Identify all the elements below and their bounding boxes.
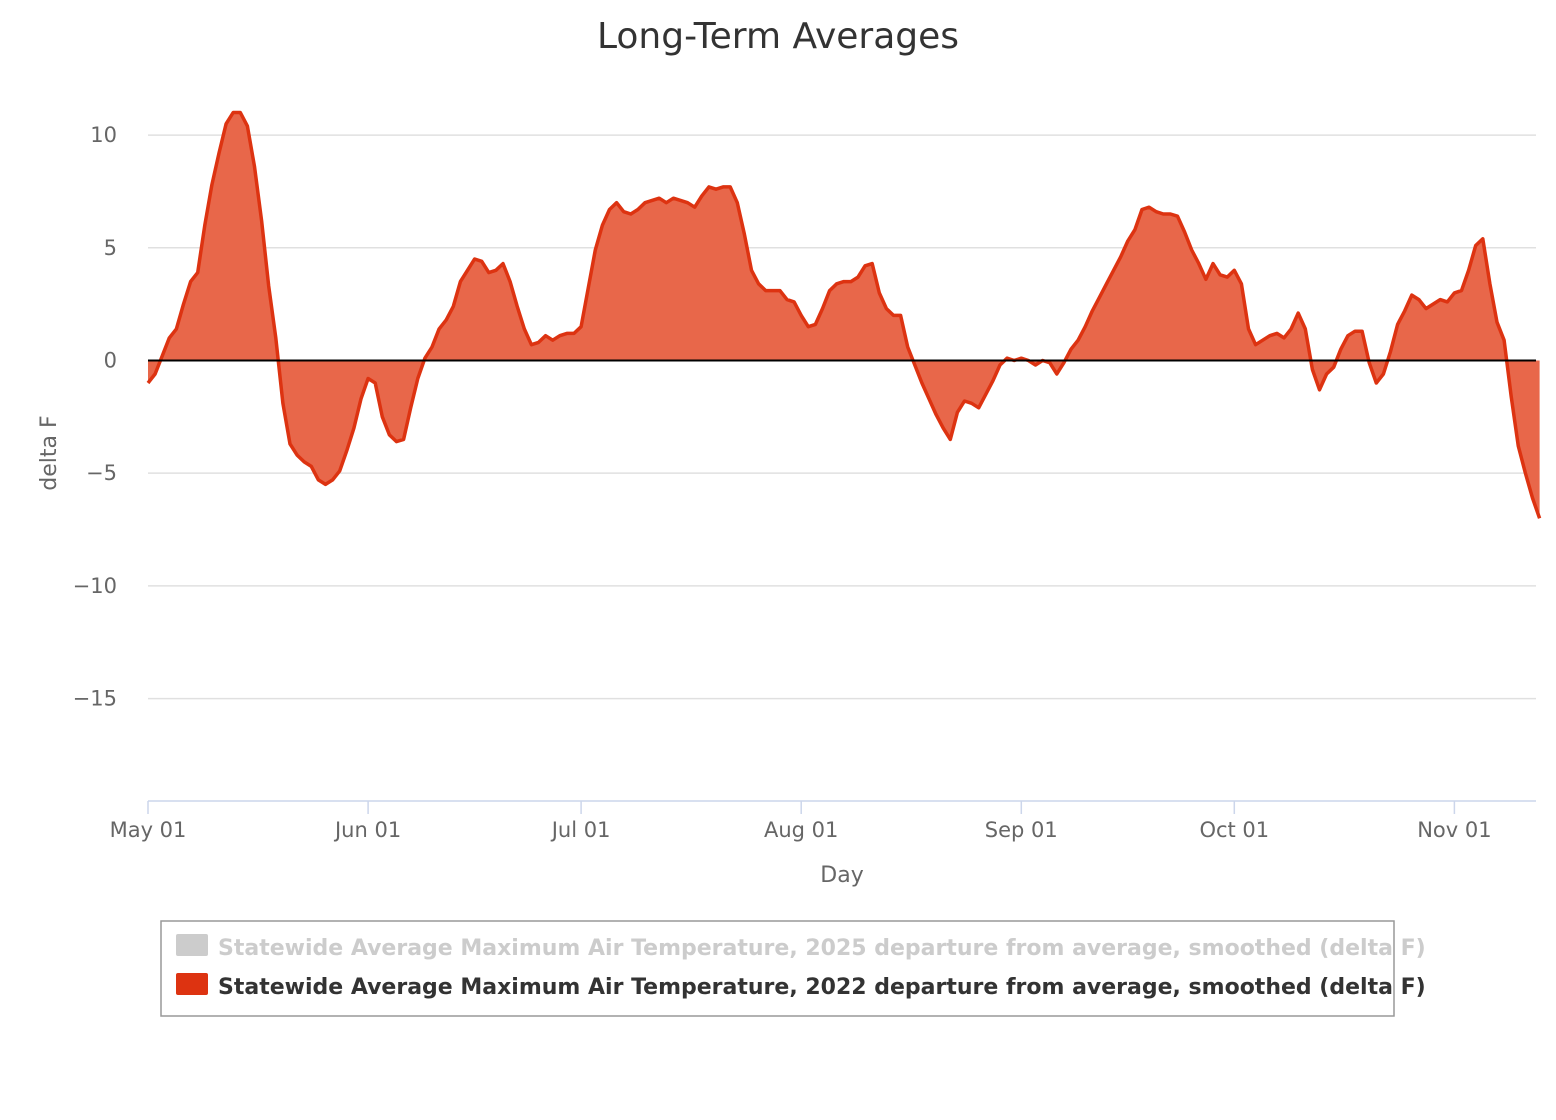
legend-item-2025[interactable]: Statewide Average Maximum Air Temperatur… <box>176 934 1426 961</box>
legend-item-2022[interactable]: Statewide Average Maximum Air Temperatur… <box>176 973 1426 1000</box>
y-axis-ticks: 10 5 0 −5 −10 −15 <box>73 123 117 710</box>
x-tick-label: Aug 01 <box>764 818 838 842</box>
y-tick-label: 0 <box>104 348 117 372</box>
series-2022-line <box>146 110 1542 519</box>
y-tick-label: −15 <box>73 687 117 711</box>
chart-title: Long-Term Averages <box>597 16 959 57</box>
series-2022-area <box>148 112 1540 519</box>
x-tick-label: Sep 01 <box>985 818 1058 842</box>
x-axis: May 01 Jun 01 Jul 01 Aug 01 Sep 01 Oct 01 Nov … <box>110 800 1536 842</box>
y-tick-label: −10 <box>73 574 117 598</box>
x-axis-title: Day <box>820 863 863 888</box>
legend-box <box>160 920 1395 1017</box>
y-tick-label: −5 <box>86 461 117 485</box>
plot-area <box>146 110 1542 519</box>
x-tick-label: May 01 <box>110 818 187 842</box>
legend-label-2022: Statewide Average Maximum Air Temperatur… <box>218 975 1426 1000</box>
x-tick-label: Jul 01 <box>550 818 611 842</box>
y-axis-title: delta F <box>37 415 62 490</box>
x-tick-label: Nov 01 <box>1417 818 1491 842</box>
x-tick-label: Jun 01 <box>333 818 401 842</box>
legend-swatch-2022 <box>176 973 208 995</box>
y-tick-label: 5 <box>104 236 117 260</box>
legend-swatch-2025 <box>176 934 208 956</box>
legend-label-2025: Statewide Average Maximum Air Temperatur… <box>218 936 1426 961</box>
x-tick-label: Oct 01 <box>1199 818 1269 842</box>
y-tick-label: 10 <box>90 123 117 147</box>
legend: Statewide Average Maximum Air Temperatur… <box>160 920 1426 1017</box>
